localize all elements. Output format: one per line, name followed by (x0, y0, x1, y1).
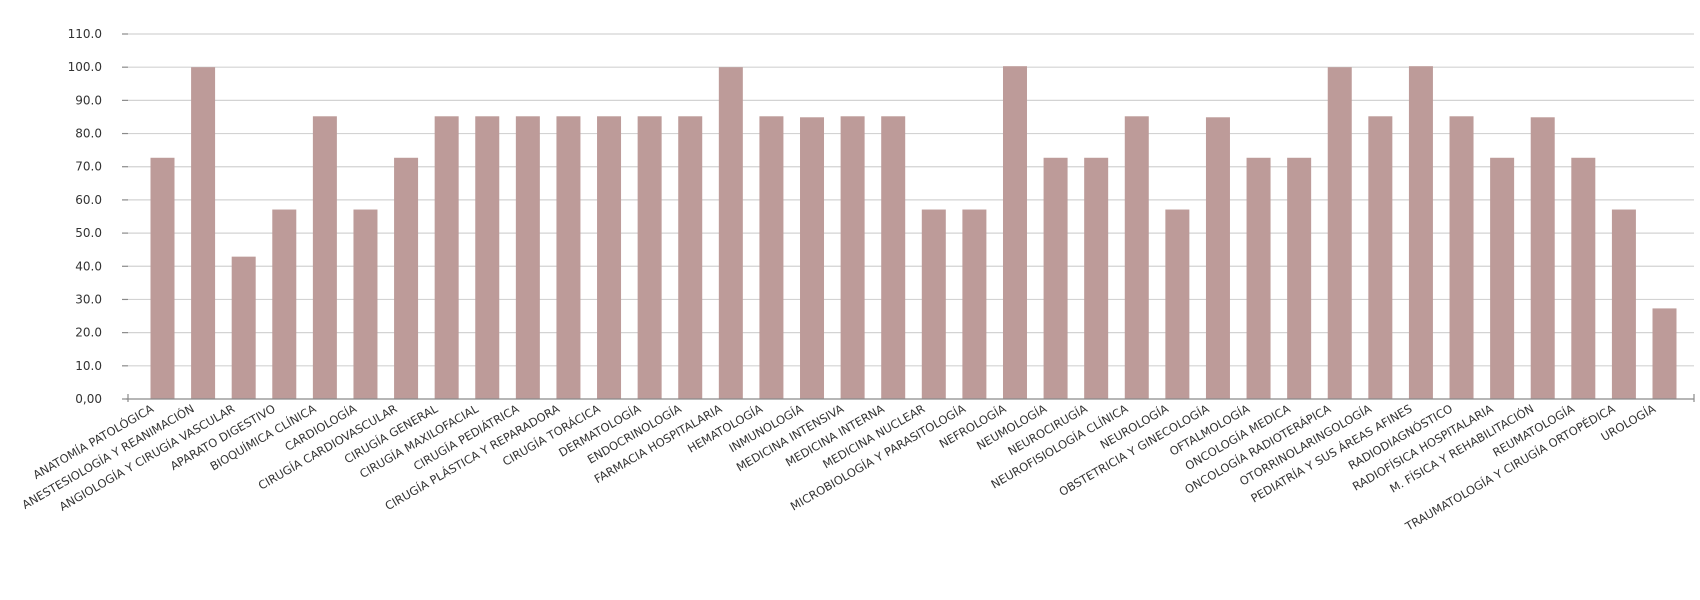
y-tick-label: 40.0 (75, 259, 102, 273)
y-tick-label: 110.0 (68, 27, 102, 41)
bar (191, 67, 216, 399)
x-tick-label: NEFROLOGÍA (936, 401, 1008, 451)
y-tick-label: 80.0 (75, 127, 102, 141)
bar (353, 209, 378, 399)
bar (231, 256, 256, 399)
bar (434, 116, 459, 400)
bars (150, 66, 1677, 400)
bar (312, 116, 337, 400)
bar (1490, 157, 1515, 399)
bar (1368, 116, 1393, 400)
y-tick-label: 30.0 (75, 292, 102, 306)
y-tick-label: 100.0 (68, 60, 102, 74)
y-tick-label: 10.0 (75, 359, 102, 373)
bar (678, 116, 703, 400)
bar (1327, 67, 1352, 399)
bar (1408, 66, 1433, 399)
bar (800, 117, 825, 399)
bar (840, 116, 865, 400)
bar (272, 209, 297, 399)
y-tick-label: 0,00 (75, 392, 102, 406)
y-tick-label: 90.0 (75, 93, 102, 107)
bar (921, 209, 946, 399)
bar (1652, 308, 1677, 399)
bar (637, 116, 662, 400)
bar (394, 157, 419, 399)
y-tick-label: 50.0 (75, 226, 102, 240)
bar (475, 116, 500, 400)
bar (718, 67, 743, 399)
axes (126, 394, 1695, 402)
bar (597, 116, 622, 400)
gridlines (122, 33, 1694, 400)
bar (1246, 157, 1271, 399)
bar (1449, 116, 1474, 400)
y-tick-label: 60.0 (75, 193, 102, 207)
bar (1611, 209, 1636, 399)
bar (515, 116, 540, 400)
bar (1287, 157, 1312, 399)
bar (881, 116, 906, 400)
bar (759, 116, 784, 400)
bar (1002, 66, 1027, 399)
bar (1205, 117, 1230, 399)
y-tick-label: 70.0 (75, 160, 102, 174)
x-tick-label: ANESTESIOLOGÍA Y REANIMACIÓN (19, 401, 197, 512)
bar (1530, 117, 1555, 399)
bar (150, 157, 175, 399)
bar (1124, 116, 1149, 400)
y-tick-labels: 0,00 10.0 20.0 30.0 40.0 50.0 60.0 70.0 80.0 90.0… (68, 27, 102, 406)
bar (1571, 157, 1596, 399)
bar (556, 116, 581, 400)
bar (962, 209, 987, 399)
y-tick-label: 20.0 (75, 326, 102, 340)
bar (1084, 157, 1109, 399)
bar (1165, 209, 1190, 399)
bar (1043, 157, 1068, 399)
